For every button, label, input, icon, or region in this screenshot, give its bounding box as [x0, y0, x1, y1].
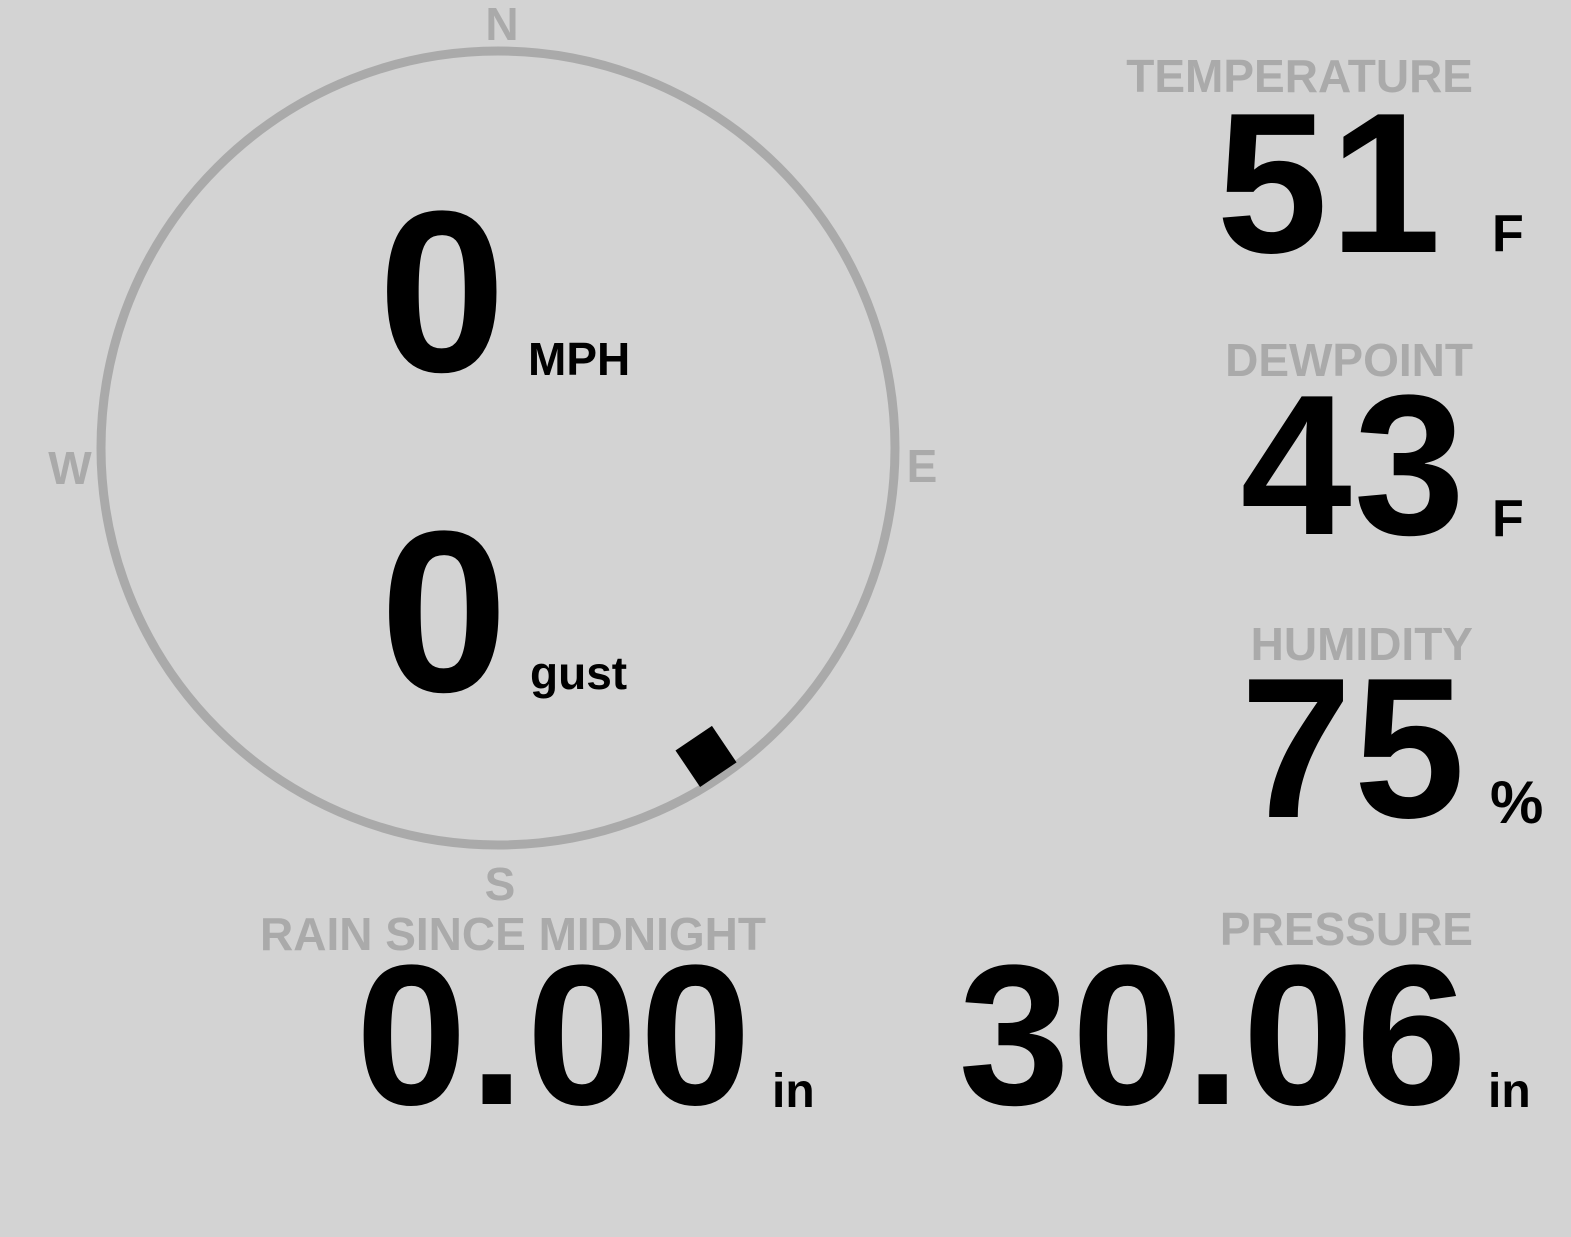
rain-unit: in: [772, 1065, 815, 1118]
wind-speed-value: 0: [378, 163, 508, 420]
humidity-label: HUMIDITY: [1250, 618, 1473, 670]
pressure-unit: in: [1488, 1065, 1531, 1118]
temperature-label: TEMPERATURE: [1126, 50, 1473, 102]
compass-south-label: S: [484, 858, 516, 910]
temperature-value: 51: [1216, 72, 1443, 295]
dewpoint-unit: F: [1492, 490, 1524, 548]
rain-value: 0.00: [355, 924, 753, 1147]
compass-west-label: W: [48, 442, 92, 494]
wind-gust-unit: gust: [530, 647, 628, 699]
compass-ring: [96, 46, 900, 850]
wind-direction-marker: [675, 725, 737, 787]
dewpoint-value: 43: [1240, 354, 1467, 577]
pressure-value: 30.06: [958, 924, 1469, 1147]
wind-gust-value: 0: [380, 483, 510, 740]
humidity-unit: %: [1490, 769, 1544, 836]
pressure-label: PRESSURE: [1219, 903, 1473, 955]
temperature-unit: F: [1492, 205, 1524, 263]
wind-speed-unit: MPH: [528, 333, 631, 385]
dewpoint-label: DEWPOINT: [1225, 334, 1473, 386]
compass-east-label: E: [906, 440, 938, 492]
rain-label: RAIN SINCE MIDNIGHT: [260, 908, 766, 960]
humidity-value: 75: [1240, 637, 1467, 860]
compass-north-label: N: [485, 0, 519, 50]
